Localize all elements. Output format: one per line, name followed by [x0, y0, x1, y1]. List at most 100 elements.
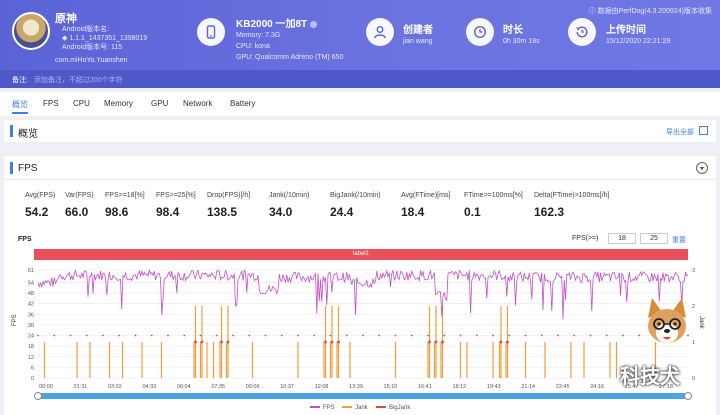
bigjank-mark — [324, 340, 327, 344]
device-specs: Memory: 7.3G CPU: kona GPU: Qualcomm Adr… — [236, 30, 343, 63]
bigjank-mark — [428, 340, 431, 344]
bigjank-mark — [329, 334, 332, 337]
bigjank-mark — [540, 334, 543, 337]
upload-label: 上传时间 — [606, 25, 646, 36]
x-tick-label: 00:00 — [39, 384, 53, 390]
legend-bigjank[interactable]: BigJank — [376, 405, 410, 411]
time-range-slider[interactable] — [34, 392, 692, 400]
bigjank-mark — [313, 334, 316, 337]
chart-label: FPS — [18, 236, 32, 243]
android-version: ◆ 1.1.1_1437351_1398019 — [62, 35, 148, 42]
y2-tick-label: 2 — [692, 304, 695, 310]
creator-value: jian wang — [403, 38, 433, 45]
creator-label: 创建者 — [403, 25, 433, 36]
y-tick-label: 6 — [31, 365, 34, 371]
stat-ftime-100: FTime>=100ms[%] 0.1 — [464, 192, 523, 219]
threshold-input-1[interactable]: 18 — [608, 233, 636, 244]
collapse-icon[interactable] — [696, 162, 708, 174]
app-avatar — [12, 12, 50, 50]
stat-avg-ftime: Avg(FTime)[ms] 18.4 — [401, 192, 451, 219]
bigjank-mark — [183, 334, 186, 337]
note-input[interactable]: 添加备注，不超过200个字符 — [33, 77, 123, 84]
x-tick-label: 18:12 — [452, 384, 466, 390]
device-gpu: GPU: Qualcomm Adreno (TM) 650 — [236, 54, 344, 61]
x-tick-label: 13:39 — [349, 384, 363, 390]
watermark-text: 科技犬 — [620, 364, 680, 388]
tab-overview[interactable]: 概览 — [12, 100, 28, 114]
bigjank-mark — [85, 334, 88, 337]
duration-label: 时长 — [503, 25, 523, 36]
x-tick-label: 15:10 — [384, 384, 398, 390]
x-tick-label: 09:06 — [246, 384, 260, 390]
note-bar[interactable]: 备注: 添加备注，不超过200个字符 — [0, 70, 720, 88]
app-name: 原神 — [55, 13, 77, 25]
bigjank-mark — [508, 334, 511, 337]
tab-memory[interactable]: Memory — [104, 99, 133, 108]
tab-network[interactable]: Network — [183, 99, 213, 108]
x-tick-label: 25:47 — [625, 384, 639, 390]
device-title: KB2000 一加8T — [236, 15, 317, 30]
threshold-label: FPS(>=) — [572, 235, 599, 242]
bigjank-mark — [443, 334, 446, 337]
device-cpu: CPU: kona — [236, 43, 270, 50]
timer-icon — [466, 18, 494, 46]
bigjank-mark — [226, 340, 230, 344]
threshold-input-2[interactable]: 25 — [640, 233, 668, 244]
range-handle-left[interactable] — [34, 392, 42, 400]
range-handle-right[interactable] — [684, 392, 692, 400]
history-icon — [568, 18, 596, 46]
bigjank-mark — [475, 334, 478, 337]
label-band[interactable]: label1 — [34, 249, 688, 260]
x-tick-label: 21:14 — [521, 384, 535, 390]
x-tick-label: 07:35 — [211, 384, 225, 390]
stat-var-fps: Var(FPS) 66.0 — [65, 192, 94, 219]
fps-panel: FPS Avg(FPS) 54.2 Var(FPS) 66.0 FPS>=18[%]… — [4, 156, 716, 415]
stat-fps-18: FPS>=18[%] 98.6 — [105, 192, 145, 219]
external-link-icon[interactable] — [699, 126, 708, 135]
tab-gpu[interactable]: GPU — [151, 99, 169, 108]
y-tick-label: 12 — [28, 355, 34, 361]
bigjank-mark — [492, 334, 494, 337]
y-tick-label: 24 — [28, 334, 34, 340]
section-marker — [10, 162, 13, 174]
bigjank-mark — [410, 334, 413, 337]
legend-fps[interactable]: FPS — [310, 405, 335, 411]
y-tick-label: 18 — [28, 344, 34, 350]
stat-fps-25: FPS>=25[%] 98.4 — [156, 192, 196, 219]
section-marker — [10, 125, 13, 137]
bigjank-mark — [394, 334, 397, 337]
bigjank-mark — [378, 334, 381, 337]
y-tick-label: 0 — [31, 376, 34, 382]
app-package: com.miHoYo.Yuanshen — [55, 57, 128, 64]
device-memory: Memory: 7.3G — [236, 32, 281, 39]
bigjank-mark — [362, 334, 364, 337]
x-tick-label: 19:43 — [487, 384, 501, 390]
x-tick-label: 06:04 — [177, 384, 191, 390]
duration-value: 0h 30m 19s — [503, 38, 540, 45]
bigjank-mark — [622, 334, 624, 337]
y-tick-label: 54 — [28, 280, 34, 286]
stat-drop-fps: Drop(FPS)[/h] 138.5 — [207, 192, 251, 219]
legend-jank[interactable]: Jank — [342, 405, 368, 411]
y-tick-label: 36 — [28, 312, 34, 318]
export-all-button[interactable]: 导出全部 — [666, 129, 694, 136]
tab-cpu[interactable]: CPU — [73, 99, 90, 108]
bigjank-mark — [194, 340, 197, 344]
bigjank-mark — [199, 334, 202, 337]
y-axis-label: FPS — [12, 314, 18, 326]
bigjank-mark — [434, 340, 438, 344]
bigjank-mark — [330, 340, 334, 344]
bigjank-mark — [53, 334, 56, 337]
tab-battery[interactable]: Battery — [230, 99, 256, 108]
stat-jank: Jank(/10min) 34.0 — [269, 192, 310, 219]
x-tick-label: 12:08 — [315, 384, 329, 390]
reset-button[interactable]: 重置 — [672, 237, 686, 244]
fps-header: FPS — [4, 156, 716, 180]
tab-fps[interactable]: FPS — [43, 99, 59, 108]
bigjank-mark — [441, 340, 444, 344]
bigjank-mark — [69, 334, 72, 337]
bigjank-mark — [102, 334, 104, 337]
device-info-icon[interactable] — [309, 20, 317, 28]
